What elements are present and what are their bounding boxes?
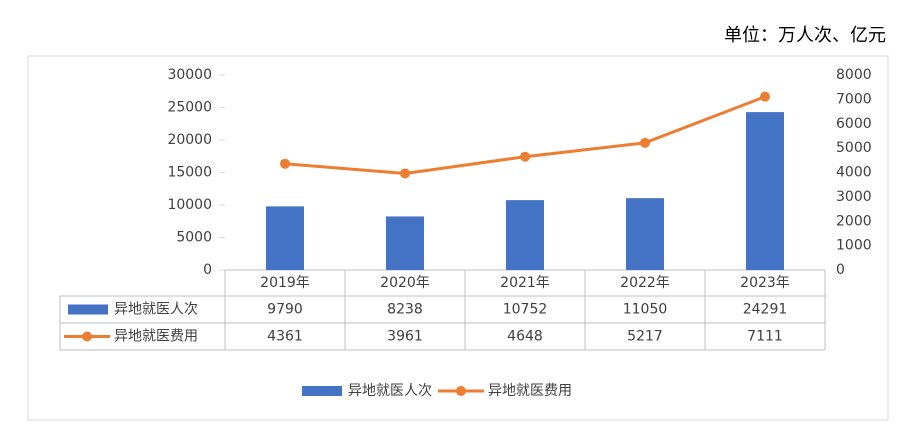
- chart-border: [27, 55, 889, 421]
- x-tick-label: 2023年: [740, 275, 790, 291]
- table-cell: 24291: [743, 302, 788, 318]
- bar: [506, 200, 544, 270]
- y-tick-label: 20000: [167, 132, 212, 148]
- table-cell: 10752: [503, 302, 548, 318]
- table-cell: 4361: [267, 329, 303, 345]
- y-tick-label: 30000: [167, 67, 212, 83]
- legend-label: 异地就医费用: [488, 383, 572, 399]
- legend-swatch: [302, 386, 342, 396]
- x-tick-label: 2021年: [500, 275, 550, 291]
- y2-tick-label: 5000: [836, 140, 872, 156]
- y2-tick-label: 1000: [836, 238, 872, 254]
- bar: [746, 112, 784, 271]
- table-cell: 8238: [387, 302, 423, 318]
- y2-tick-label: 0: [836, 262, 845, 278]
- bar: [266, 206, 304, 270]
- x-tick-label: 2020年: [380, 275, 430, 291]
- y-tick-label: 15000: [167, 165, 212, 181]
- table-row-label: 异地就医人次: [114, 302, 198, 318]
- table-legend-dot: [82, 331, 92, 342]
- bar: [386, 216, 424, 270]
- y2-tick-label: 7000: [836, 91, 872, 107]
- line-point: [520, 151, 530, 162]
- line-point: [760, 91, 770, 102]
- line-point: [400, 168, 410, 179]
- table-cell: 7111: [747, 329, 783, 345]
- y-tick-label: 0: [203, 262, 212, 278]
- y2-tick-label: 2000: [836, 213, 872, 229]
- unit-label: 单位：万人次、亿元: [724, 25, 886, 46]
- table-cell: 3961: [387, 329, 423, 345]
- legend-dot: [456, 386, 466, 396]
- x-tick-label: 2019年: [260, 275, 310, 291]
- y2-tick-label: 6000: [836, 116, 872, 132]
- table-cell: 11050: [623, 302, 668, 318]
- x-tick-label: 2022年: [620, 275, 670, 291]
- legend-label: 异地就医人次: [348, 383, 432, 399]
- y-tick-label: 10000: [167, 197, 212, 213]
- table-cell: 5217: [627, 329, 663, 345]
- y2-tick-label: 4000: [836, 165, 872, 181]
- y-tick-label: 5000: [176, 230, 212, 246]
- line-point: [280, 158, 290, 169]
- table-legend-swatch: [68, 304, 108, 315]
- bar: [626, 198, 664, 270]
- table-row-label: 异地就医费用: [114, 329, 198, 345]
- y-tick-label: 25000: [167, 100, 212, 116]
- table-cell: 9790: [267, 302, 303, 318]
- line: [284, 95, 766, 175]
- line-point: [640, 137, 650, 148]
- table-cell: 4648: [507, 329, 543, 345]
- y2-tick-label: 8000: [836, 67, 872, 83]
- y2-tick-label: 3000: [836, 189, 872, 205]
